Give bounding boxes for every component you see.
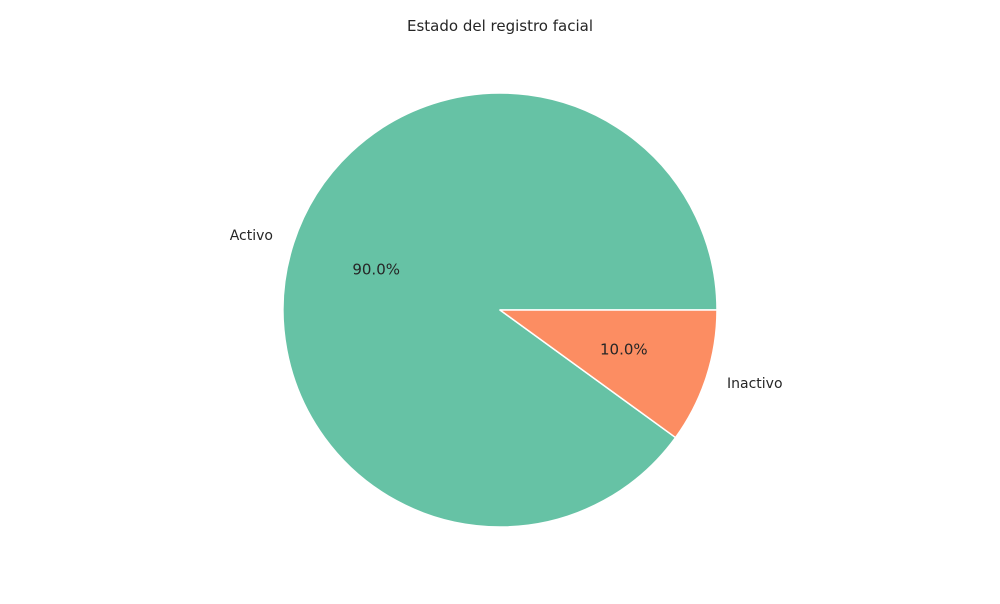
pie-labels: Activo 90.0% Inactivo 10.0% — [230, 228, 783, 392]
pie-slice-inactivo — [499, 309, 718, 439]
chart-title: Estado del registro facial — [407, 17, 593, 35]
slice-percent-inactivo: 10.0% — [600, 341, 648, 359]
slice-percent-activo: 90.0% — [352, 260, 400, 278]
pie-slices — [282, 92, 718, 528]
slice-label-activo: Activo — [230, 228, 273, 244]
slice-label-inactivo: Inactivo — [727, 376, 783, 392]
